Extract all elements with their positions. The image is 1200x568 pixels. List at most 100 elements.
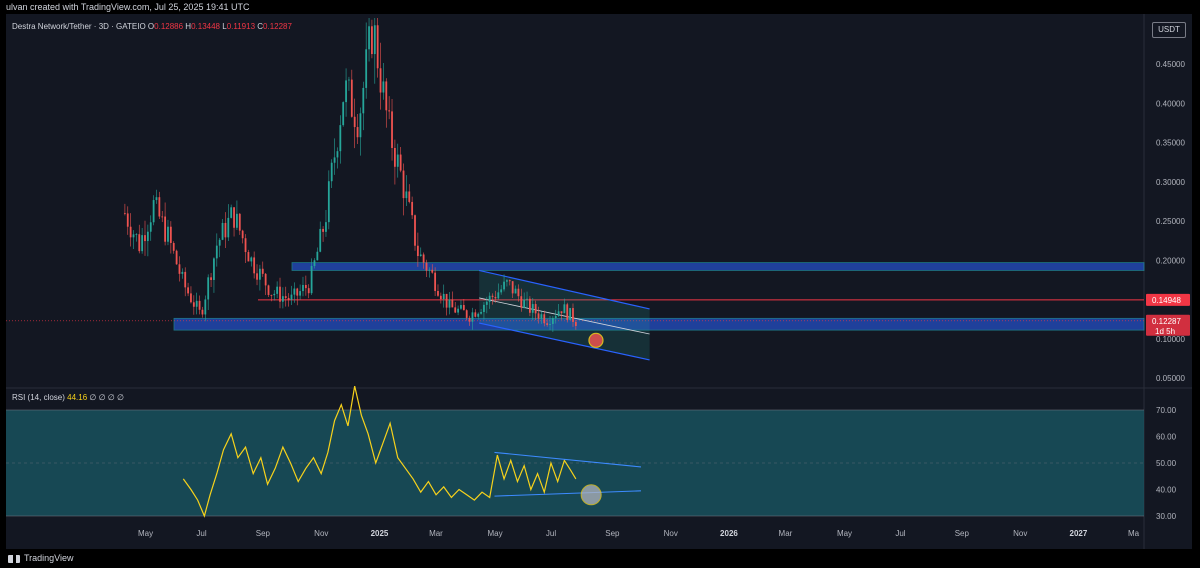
candle-body [396,154,399,167]
candle-body [457,308,459,313]
candle-body [293,288,296,295]
time-tick-label: 2026 [720,529,738,538]
rsi-tick-label: 60.00 [1156,433,1177,442]
candle-body [227,217,230,238]
candle-body [129,226,132,238]
candle [336,147,339,169]
candle-body [362,87,365,114]
candle [442,284,445,308]
close-value: 0.12287 [263,22,292,31]
candle-body [345,80,347,103]
candle-body [215,245,218,259]
candle [402,163,405,216]
candle [198,295,201,315]
candle-body [554,315,557,319]
candle [123,203,126,216]
candle-body [190,293,192,303]
candle [333,138,336,175]
candle-body [250,257,253,262]
candle-body [319,228,322,252]
footer-bar: TradingView [0,549,1200,568]
candle [379,42,382,110]
candle-body [494,296,497,299]
candle [281,287,284,309]
candle [169,221,172,254]
candle [494,290,497,303]
candle-body [523,299,526,308]
candle-body [126,213,129,227]
candle [419,247,422,257]
candle [566,302,569,323]
candle [313,258,316,269]
rsi-line [182,386,577,518]
candle [451,291,454,308]
candle-body [276,286,279,294]
candle [431,264,434,274]
candle-body [253,257,256,274]
candle [468,315,471,326]
candle-body [411,201,414,216]
candle-body [141,235,144,252]
candle-body [385,81,388,111]
candle [376,18,379,78]
candle [149,215,152,241]
candle [287,293,290,307]
candle [253,251,256,279]
candle [307,284,310,299]
time-tick-label: 2027 [1070,529,1088,538]
candle-body [416,245,419,257]
candle [339,115,342,164]
candle [319,221,322,253]
candle [350,69,353,118]
candle [161,211,164,223]
candle [190,286,192,304]
candle [184,267,187,297]
candle [399,146,402,173]
candle-body [204,299,207,315]
countdown-label: 1d 5h [1155,327,1175,336]
candle [365,22,368,99]
time-tick-label: Ma [1128,529,1140,538]
candle-body [161,216,164,218]
candle-body [365,49,368,88]
candle-body [149,222,152,232]
resistance-price-tag [1146,293,1190,306]
candle [439,292,442,304]
candle [270,294,273,302]
candle [144,220,146,256]
low-label: L [222,22,227,31]
candle-body [244,238,247,253]
price-tick-label: 0.45000 [1156,60,1185,69]
rsi-legend: RSI (14, close) 44.16 ∅ ∅ ∅ ∅ [12,393,124,402]
candle [215,233,218,267]
candle [485,296,488,314]
candle [293,282,296,303]
candle [129,213,132,247]
candle-body [497,292,500,299]
currency-unit-button[interactable]: USDT [1152,22,1186,38]
candle-body [405,191,408,199]
candle-body [350,79,353,117]
candle [405,175,408,207]
rsi-trend-lower [494,490,641,497]
candle-body [181,271,184,274]
candle [554,309,557,324]
candle [391,98,393,161]
candle-body [529,298,531,313]
candle-body [393,147,396,167]
candle [258,264,261,291]
candle [428,267,431,278]
candle-body [224,222,227,238]
candle-body [152,200,155,223]
current-price-label: 0.12287 [1152,317,1181,326]
candle [362,81,365,131]
candle-body [290,294,293,300]
time-tick-label: Jul [546,529,556,538]
candle-body [471,312,474,322]
candle [310,258,313,295]
candle [172,241,175,254]
candle [348,76,350,91]
price-tick-label: 0.20000 [1156,256,1185,265]
candle [175,249,178,265]
